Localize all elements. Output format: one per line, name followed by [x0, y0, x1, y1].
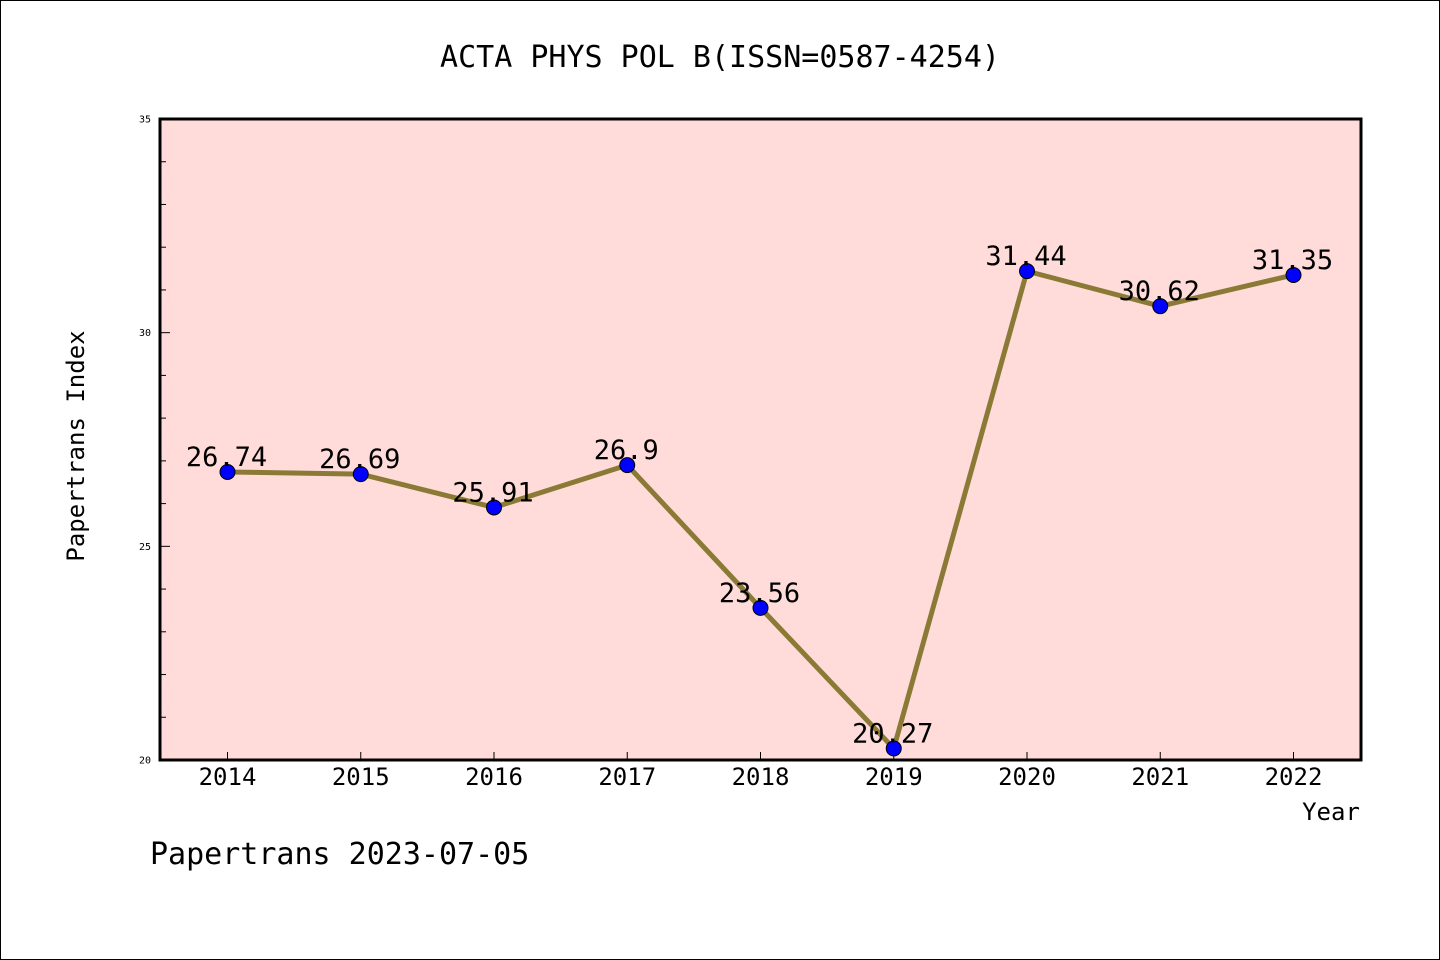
y-axis: 20 25 30 35: [139, 115, 170, 767]
x-axis-label: Year: [1302, 798, 1360, 826]
x-tick-label: 2021: [1131, 763, 1189, 791]
data-labels: 26.74 26.69 25.91 26.9 23.56 20.27 31.44 30.62 3…: [186, 241, 1333, 749]
x-tick-label: 2018: [732, 763, 790, 791]
x-axis: 2014 2015 2016 2017 2018 2019 2020 2021 2022: [199, 752, 1323, 791]
data-point: [352, 466, 369, 483]
data-point: [219, 463, 236, 480]
x-tick-label: 2019: [865, 763, 923, 791]
footer-text: Papertrans 2023-07-05: [150, 837, 529, 872]
x-tick-label: 2017: [598, 763, 656, 791]
data-label: 31.35: [1252, 245, 1333, 276]
y-tick-label: 25: [139, 542, 151, 553]
data-label: 31.44: [985, 241, 1066, 272]
y-tick-label: 20: [139, 756, 151, 767]
data-label: 23.56: [719, 578, 800, 609]
data-point: [1019, 263, 1035, 280]
y-tick-label: 35: [139, 115, 151, 126]
data-point: [752, 599, 769, 616]
x-tick-label: 2014: [199, 763, 257, 791]
data-point: [619, 457, 636, 474]
x-tick-label: 2016: [465, 763, 523, 791]
series-markers: [219, 263, 1302, 757]
x-tick-label: 2015: [332, 763, 390, 791]
x-tick-label: 2022: [1265, 763, 1323, 791]
data-label: 20.27: [852, 718, 933, 749]
data-point: [486, 499, 502, 516]
chart-title: ACTA PHYS POL B(ISSN=0587-4254): [440, 40, 1000, 75]
data-point: [885, 740, 902, 757]
data-label: 30.62: [1119, 276, 1200, 307]
y-axis-label: Papertrans Index: [62, 330, 90, 561]
data-label: 26.69: [319, 444, 400, 475]
data-point: [1285, 266, 1302, 283]
x-tick-label: 2020: [998, 763, 1056, 791]
y-tick-label: 30: [139, 328, 151, 339]
data-point: [1152, 298, 1169, 315]
data-label: 25.91: [452, 477, 533, 508]
plot-area: [158, 117, 1363, 762]
data-label: 26.9: [594, 435, 659, 466]
data-label: 26.74: [186, 442, 267, 473]
